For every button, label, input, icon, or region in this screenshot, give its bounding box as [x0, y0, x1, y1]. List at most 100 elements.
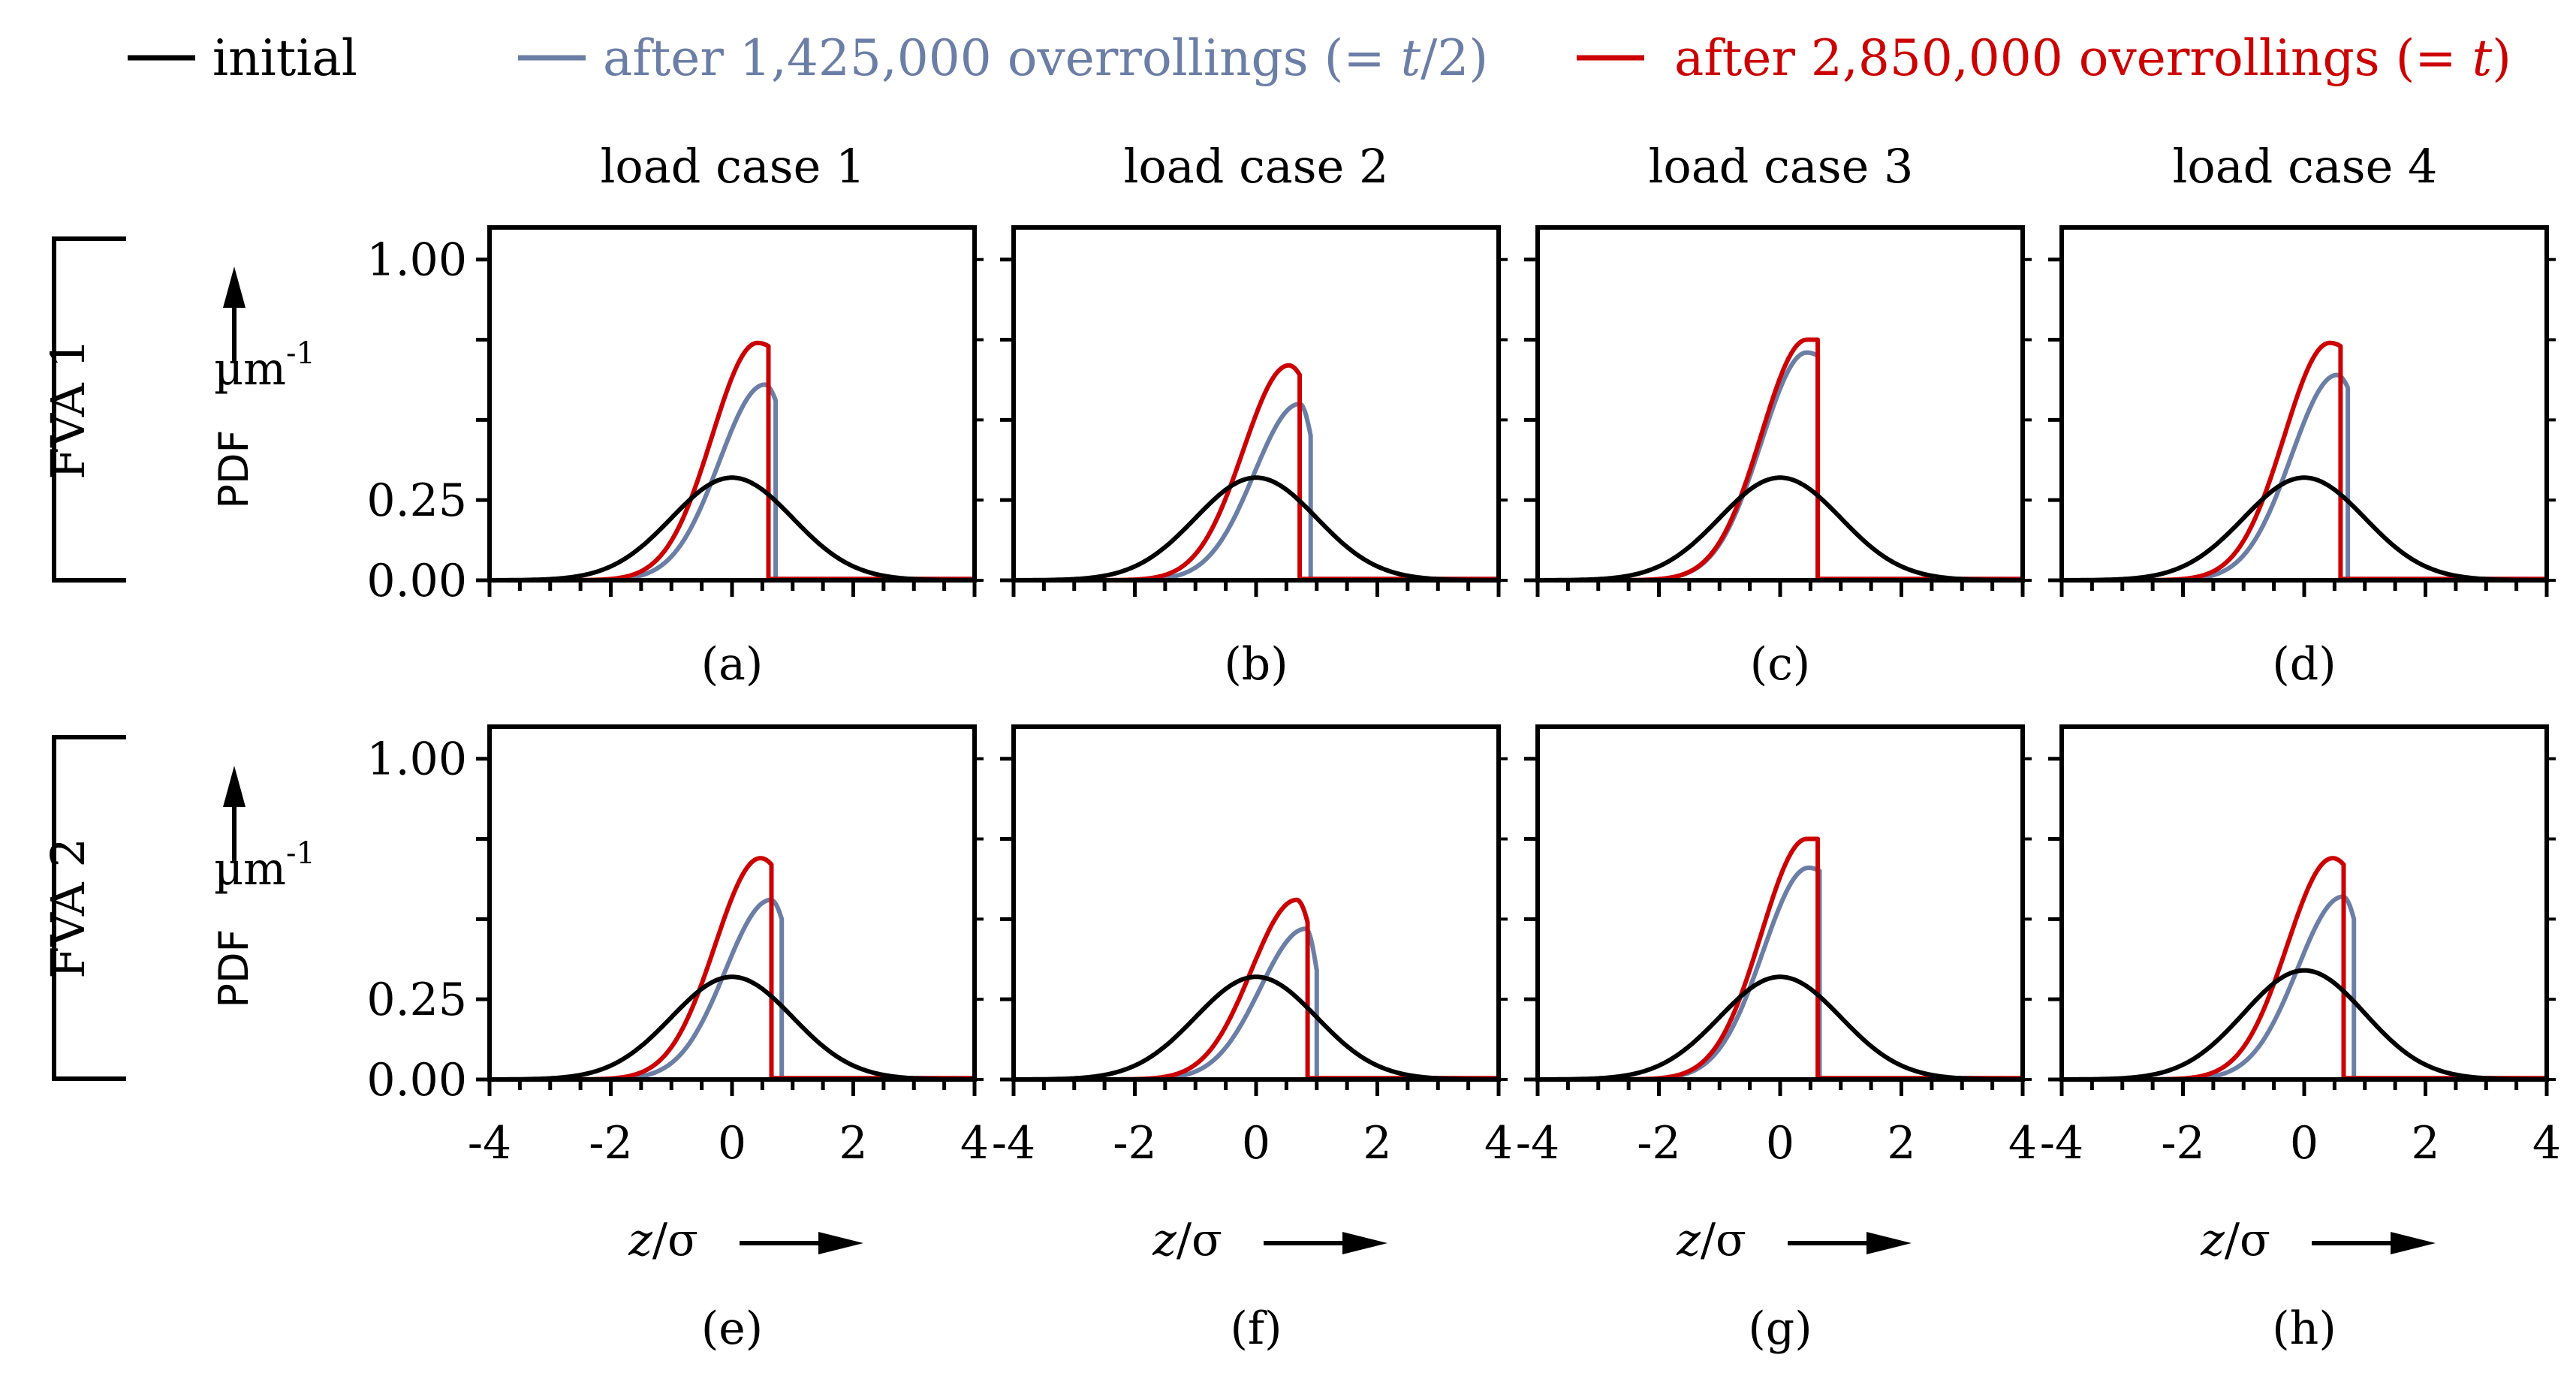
- column-title-2: load case 2: [1124, 139, 1389, 194]
- series-full: [1536, 836, 2023, 1082]
- xlabel-col4: z/σ: [2200, 1214, 2436, 1266]
- xtick-label: -2: [2161, 1117, 2204, 1170]
- xlabel-var-2: z: [1152, 1214, 1177, 1266]
- series-full: [1536, 337, 2023, 583]
- series-half: [1536, 866, 2023, 1082]
- panel-6: -4 -2 0 2 4 (f): [992, 724, 1513, 1355]
- panel-label: (e): [701, 1302, 763, 1355]
- panel-3: (c): [1524, 225, 2032, 691]
- panel-frame: [1011, 724, 1501, 1082]
- series-full: [488, 856, 975, 1082]
- column-title-1: load case 1: [601, 139, 866, 194]
- xlabel-text-2: z/σ: [1152, 1214, 1222, 1266]
- series-initial: [1013, 475, 1499, 583]
- ylabel-pdf-fva2: PDF: [210, 929, 258, 1007]
- panel-frame: [1011, 225, 1501, 583]
- legend-label-half: after 1,425,000 overrollings (= t/2): [603, 29, 1488, 87]
- panel-1: 0.00 0.25 1.00 (a): [366, 225, 984, 691]
- arrow-right-icon: [2312, 1232, 2436, 1254]
- yunit-exp-fva2: -1: [286, 836, 315, 871]
- panel-7: -4 -2 0 2 4 (g): [1516, 724, 2037, 1355]
- series-initial: [489, 475, 975, 583]
- yunit-base-fva1: µm: [214, 343, 286, 396]
- xtick-label: 4: [1484, 1117, 1513, 1170]
- row-bracket-fva1: [52, 236, 126, 583]
- xtick-label: 0: [2290, 1117, 2318, 1170]
- xtick-label: 0: [1766, 1117, 1794, 1170]
- ytick-label: 1.00: [366, 234, 467, 287]
- xlabels: z/σ z/σ z/σ z/σ: [628, 1214, 2436, 1266]
- xlabel-text-1: z/σ: [628, 1214, 698, 1266]
- xtick-label: 4: [2532, 1117, 2561, 1170]
- xlabel-var-1: z: [628, 1214, 652, 1266]
- panel-label: (c): [1750, 638, 1810, 691]
- arrow-up-icon: [223, 266, 246, 362]
- legend-label-full: after 2,850,000 overrollings (= t): [1674, 29, 2511, 87]
- panel-frame: [487, 225, 977, 583]
- ytick-label: 0.25: [366, 974, 467, 1026]
- series-half: [488, 897, 975, 1082]
- panel-8: -4 -2 0 2 4 (h): [2040, 724, 2561, 1355]
- xlabel-rest-1: /σ: [652, 1214, 698, 1266]
- xlabel-var-3: z: [1676, 1214, 1701, 1266]
- xtick-label: 4: [2008, 1117, 2037, 1170]
- column-title-4: load case 4: [2173, 139, 2438, 194]
- panel-frame: [1535, 724, 2025, 1082]
- row-title-fva2: FVA 2: [41, 838, 95, 979]
- xlabel-rest-4: /σ: [2225, 1214, 2270, 1266]
- xtick-label: -4: [992, 1117, 1035, 1170]
- panel-frame: [2059, 724, 2549, 1082]
- series-initial: [2061, 968, 2547, 1082]
- arrow-right-icon: [1264, 1232, 1387, 1254]
- row-label-fva1: FVA 1 PDF µm-1: [41, 236, 315, 583]
- xlabel-col3: z/σ: [1676, 1214, 1912, 1266]
- series-half: [1012, 402, 1499, 583]
- yunit-fva1: µm-1: [214, 336, 315, 396]
- legend-label-half-var: t: [1401, 29, 1421, 87]
- legend-label-full-end: ): [2492, 29, 2511, 87]
- panel-frame: [2059, 225, 2549, 583]
- xtick-label: 2: [2411, 1117, 2439, 1170]
- legend-label-half-end: /2): [1421, 29, 1488, 87]
- xlabel-text-4: z/σ: [2200, 1214, 2270, 1266]
- panel-frame: [487, 724, 977, 1082]
- panel-frame: [1535, 225, 2025, 583]
- yunit-base-fva2: µm: [214, 843, 286, 896]
- panel-2: (b): [1000, 225, 1508, 691]
- ytick-label: 0.00: [366, 555, 467, 607]
- xlabel-text-3: z/σ: [1676, 1214, 1746, 1266]
- xtick-label: 0: [718, 1117, 746, 1170]
- xtick-label: -4: [1516, 1117, 1559, 1170]
- series-initial: [1537, 974, 2023, 1082]
- xtick-label: -4: [2040, 1117, 2083, 1170]
- series-half: [488, 382, 975, 583]
- legend-label-full-var: t: [2472, 29, 2493, 87]
- xlabel-rest-3: /σ: [1701, 1214, 1746, 1266]
- xtick-label: -2: [589, 1117, 632, 1170]
- ytick-label: 1.00: [366, 733, 467, 786]
- series-full: [2060, 340, 2547, 583]
- xlabel-rest-2: /σ: [1177, 1214, 1222, 1266]
- column-title-3: load case 3: [1649, 139, 1914, 194]
- series-initial: [1537, 475, 2023, 583]
- panel-label: (h): [2272, 1302, 2336, 1355]
- xtick-label: 4: [960, 1117, 989, 1170]
- yunit-exp-fva1: -1: [286, 336, 315, 371]
- row-label-fva2: FVA 2 PDF µm-1: [41, 735, 315, 1081]
- series-half: [1536, 350, 2023, 583]
- series-half: [2060, 894, 2547, 1082]
- series-initial: [1013, 974, 1499, 1082]
- series-half: [1012, 926, 1499, 1082]
- series-initial: [2061, 475, 2547, 583]
- series-initial: [489, 974, 975, 1082]
- yunit-fva2: µm-1: [214, 836, 315, 896]
- panels: 0.00 0.25 1.00 (a) (b) (c) (d) 0.00 0.25 1.00 -4 -2…: [366, 225, 2561, 1355]
- arrow-right-icon: [1788, 1232, 1912, 1254]
- xlabel-var-4: z: [2200, 1214, 2225, 1266]
- row-title-fva1: FVA 1: [41, 339, 95, 480]
- panel-label: (f): [1230, 1302, 1282, 1355]
- arrow-up-icon: [223, 766, 246, 862]
- row-bracket-fva2: [52, 735, 126, 1081]
- xtick-label: -2: [1113, 1117, 1156, 1170]
